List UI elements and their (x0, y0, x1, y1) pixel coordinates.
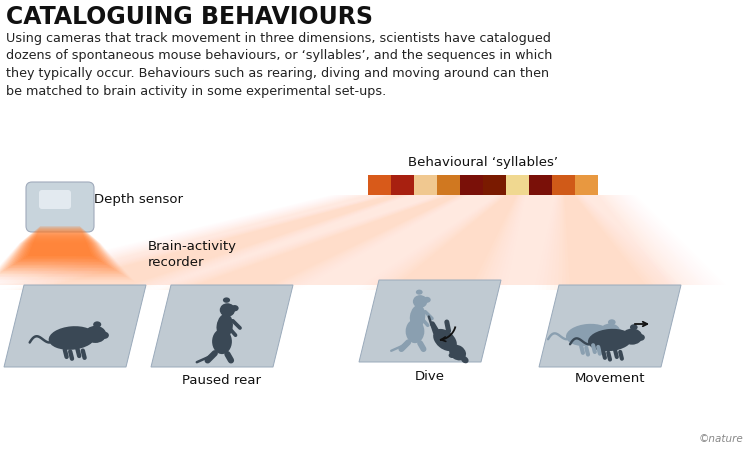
Polygon shape (359, 280, 501, 362)
Polygon shape (178, 195, 460, 290)
Ellipse shape (608, 320, 616, 325)
Polygon shape (31, 195, 403, 290)
Polygon shape (35, 195, 402, 290)
Polygon shape (18, 230, 102, 262)
Ellipse shape (588, 329, 632, 351)
Polygon shape (182, 195, 460, 290)
Bar (437, 175, 460, 195)
Ellipse shape (223, 297, 230, 303)
Ellipse shape (423, 297, 431, 303)
Bar (414, 175, 437, 195)
Polygon shape (0, 240, 127, 277)
Ellipse shape (449, 345, 466, 360)
Ellipse shape (416, 290, 423, 295)
Polygon shape (26, 227, 95, 257)
Bar (529, 175, 552, 195)
Polygon shape (20, 229, 99, 261)
Ellipse shape (614, 329, 623, 336)
Ellipse shape (406, 320, 424, 343)
Polygon shape (539, 285, 681, 367)
FancyBboxPatch shape (39, 190, 71, 209)
Polygon shape (0, 238, 122, 274)
Polygon shape (1, 237, 119, 273)
Polygon shape (382, 195, 519, 290)
Ellipse shape (212, 329, 232, 354)
Bar (483, 175, 506, 195)
Polygon shape (151, 285, 293, 367)
Ellipse shape (630, 324, 638, 330)
Polygon shape (15, 195, 670, 285)
Polygon shape (8, 234, 112, 268)
Ellipse shape (220, 303, 235, 317)
Bar (368, 175, 391, 195)
Text: Depth sensor: Depth sensor (94, 194, 183, 207)
Bar (575, 175, 598, 195)
Polygon shape (23, 195, 405, 290)
Ellipse shape (448, 353, 456, 358)
Polygon shape (23, 228, 97, 259)
Polygon shape (28, 226, 92, 256)
Text: CATALOGUING BEHAVIOURS: CATALOGUING BEHAVIOURS (6, 5, 373, 29)
Polygon shape (386, 195, 517, 290)
Polygon shape (390, 195, 517, 290)
Ellipse shape (216, 314, 233, 339)
Ellipse shape (636, 334, 645, 341)
Ellipse shape (433, 329, 457, 351)
Polygon shape (558, 195, 662, 290)
Bar (460, 175, 483, 195)
Ellipse shape (49, 326, 95, 350)
Ellipse shape (413, 295, 427, 308)
Polygon shape (564, 195, 650, 290)
Polygon shape (170, 195, 463, 290)
Ellipse shape (93, 321, 101, 328)
Bar (552, 175, 575, 195)
Ellipse shape (566, 324, 610, 346)
Ellipse shape (231, 305, 239, 311)
Polygon shape (562, 195, 658, 290)
Polygon shape (13, 232, 107, 265)
Polygon shape (11, 233, 110, 266)
Ellipse shape (622, 328, 642, 345)
Polygon shape (3, 236, 117, 271)
Text: Dive: Dive (415, 370, 445, 383)
Text: Movement: Movement (575, 372, 645, 385)
Bar (391, 175, 414, 195)
Text: Brain-activity
recorder: Brain-activity recorder (148, 240, 237, 270)
Ellipse shape (410, 305, 425, 328)
Text: ©nature: ©nature (698, 434, 743, 444)
FancyBboxPatch shape (26, 182, 94, 232)
Text: Paused rear: Paused rear (182, 374, 261, 387)
Polygon shape (16, 231, 104, 264)
Text: Behavioural ‘syllables’: Behavioural ‘syllables’ (408, 156, 558, 169)
Polygon shape (12, 195, 673, 285)
Polygon shape (378, 195, 520, 290)
Ellipse shape (461, 356, 469, 363)
Polygon shape (4, 285, 146, 367)
Text: Using cameras that track movement in three dimensions, scientists have catalogue: Using cameras that track movement in thr… (6, 32, 553, 98)
Ellipse shape (85, 326, 106, 343)
Polygon shape (5, 235, 114, 270)
Polygon shape (27, 195, 404, 290)
Polygon shape (563, 195, 654, 290)
Bar (506, 175, 529, 195)
Ellipse shape (600, 324, 620, 340)
Polygon shape (174, 195, 461, 290)
Polygon shape (0, 239, 125, 275)
Ellipse shape (100, 332, 109, 339)
